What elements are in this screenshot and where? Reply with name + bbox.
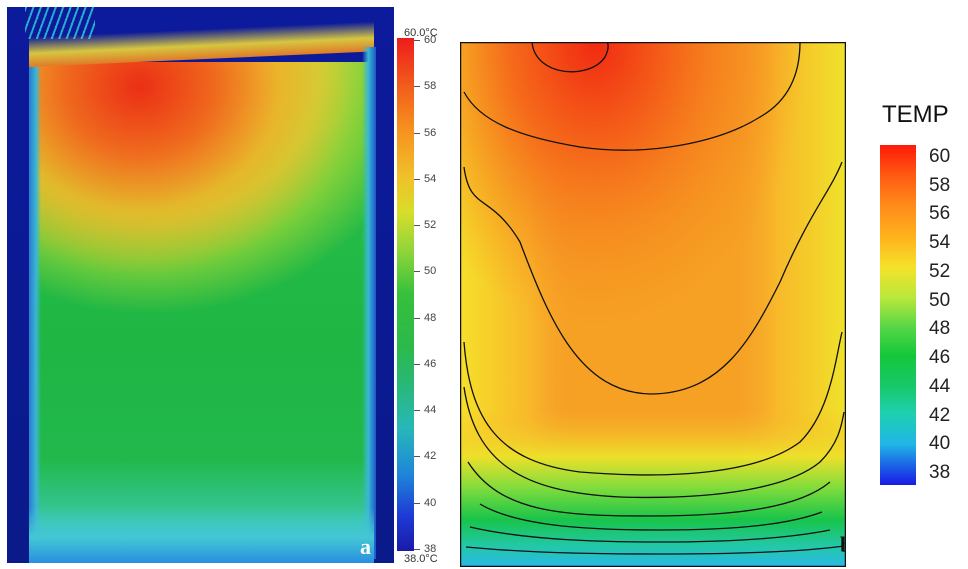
legend-label: 56: [929, 203, 951, 224]
contour-line-48: [479, 503, 823, 531]
thermal-scale-label: 52: [424, 219, 437, 231]
legend-label: 40: [929, 433, 951, 454]
thermal-scale-tick: [414, 318, 420, 319]
thermal-scale-label: 54: [424, 173, 437, 185]
thermal-image: a: [7, 7, 394, 563]
contour-plot-frame: [460, 42, 846, 567]
thermal-plate-left-edge: [29, 67, 41, 559]
panel-letter-a: a: [360, 534, 371, 559]
legend-title: TEMP: [882, 101, 949, 128]
thermal-scale-tick: [414, 40, 420, 41]
legend-label: 58: [929, 175, 951, 196]
thermal-scale-label: 56: [424, 127, 437, 139]
panel-letter-b: b: [840, 532, 846, 557]
thermal-scale-tick: [414, 410, 420, 411]
thermal-scale-tick: [414, 364, 420, 365]
thermal-scale-tick: [414, 179, 420, 180]
thermal-scale-tick: [414, 86, 420, 87]
thermal-scale-label: 38: [424, 543, 437, 555]
contour-line-54: [463, 331, 843, 476]
legend-label: 50: [929, 290, 951, 311]
thermal-scale-label: 60: [424, 34, 437, 46]
legend-label: 42: [929, 405, 951, 426]
thermal-scale-label: 44: [424, 404, 437, 416]
thermal-scale-max-label: 60.0°C: [404, 27, 438, 39]
contour-line-60: [531, 42, 609, 73]
thermal-plate-right-edge: [362, 47, 376, 559]
contour-line-58: [463, 42, 801, 151]
thermal-scale-min-label: 38.0°C: [404, 553, 438, 565]
contour-bottom-gradient: [460, 42, 846, 567]
legend-label: 44: [929, 376, 951, 397]
legend-label: 38: [929, 462, 951, 483]
contour-line-56: [463, 161, 843, 395]
thermal-plate-bottom-edge: [29, 507, 374, 563]
thermal-scale-tick: [414, 133, 420, 134]
legend-label: 54: [929, 232, 951, 253]
thermal-scale-label: 58: [424, 80, 437, 92]
contour-line-46: [469, 526, 831, 543]
contour-plot: b: [460, 42, 846, 567]
legend-label: 48: [929, 318, 951, 339]
thermal-scale-tick: [414, 503, 420, 504]
legend-label: 60: [929, 146, 951, 167]
contour-line-50: [467, 461, 831, 517]
thermal-color-scale: [397, 38, 414, 551]
contour-lines: [463, 42, 845, 555]
legend-label: 46: [929, 347, 951, 368]
thermal-scale-tick: [414, 549, 420, 550]
thermal-scale-tick: [414, 225, 420, 226]
thermal-scale-label: 46: [424, 358, 437, 370]
thermal-scale-label: 50: [424, 265, 437, 277]
thermal-scale-tick: [414, 456, 420, 457]
thermal-scale-label: 42: [424, 450, 437, 462]
legend-label: 52: [929, 261, 951, 282]
thermal-plate: [29, 62, 374, 559]
thermal-scale-tick: [414, 271, 420, 272]
thermal-scale-label: 40: [424, 497, 437, 509]
contour-line-52: [463, 386, 845, 499]
contour-line-44: [465, 545, 845, 555]
legend-color-bar: [880, 145, 916, 485]
thermal-scale-label: 48: [424, 312, 437, 324]
